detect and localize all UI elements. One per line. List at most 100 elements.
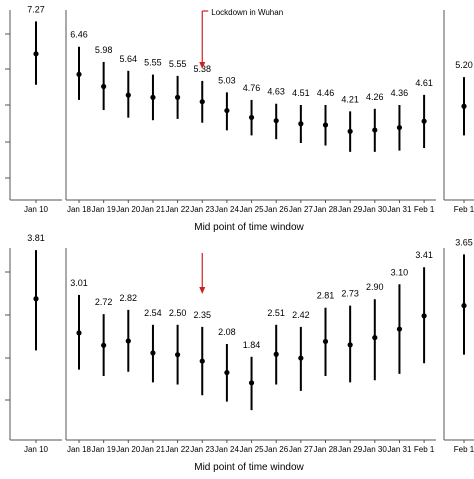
value-label: 2.51 (267, 308, 285, 318)
point-estimate (175, 94, 181, 100)
point-estimate (298, 121, 304, 127)
point-estimate (298, 355, 304, 361)
value-label: 2.50 (169, 308, 187, 318)
value-label: 5.55 (144, 58, 162, 68)
value-label: 5.64 (120, 54, 138, 64)
x-tick-label: Jan 26 (264, 445, 289, 454)
point-estimate (461, 103, 467, 109)
x-tick-label: Jan 25 (240, 205, 265, 214)
lockdown-arrow-head (199, 287, 206, 294)
x-tick-label: Jan 21 (141, 445, 166, 454)
x-tick-label: Jan 19 (92, 445, 117, 454)
point-estimate (224, 369, 230, 376)
value-label: 3.01 (70, 278, 88, 288)
x-tick-label: Jan 23 (190, 205, 215, 214)
value-label: 6.46 (70, 30, 88, 40)
value-label: 4.61 (415, 78, 433, 88)
x-tick-label: Feb 1 (414, 445, 435, 454)
lockdown-annotation: Lockdown in Wuhan (211, 8, 283, 17)
value-label: 3.65 (455, 237, 473, 247)
value-label: 3.81 (27, 233, 45, 243)
point-estimate (273, 118, 279, 124)
point-estimate (199, 99, 205, 105)
point-estimate (347, 128, 353, 134)
point-estimate (248, 114, 255, 121)
value-label: 5.98 (95, 45, 113, 55)
x-tick-label: Feb 1 (414, 205, 435, 214)
x-tick-label: Jan 27 (289, 445, 314, 454)
point-estimate (421, 313, 427, 319)
value-label: 3.10 (391, 267, 409, 277)
x-tick-label: Jan 31 (387, 445, 412, 454)
point-estimate (101, 342, 107, 348)
value-label: 4.26 (366, 92, 384, 102)
value-label: 5.03 (218, 75, 236, 85)
x-tick-label: Jan 10 (24, 445, 49, 454)
value-label: 4.21 (341, 94, 359, 104)
x-tick-label: Jan 20 (116, 445, 141, 454)
value-label: 2.42 (292, 310, 310, 320)
value-label: 2.90 (366, 282, 384, 292)
point-estimate (150, 94, 156, 100)
x-tick-label: Jan 20 (116, 205, 141, 214)
value-label: 2.73 (341, 289, 359, 299)
x-tick-label: Jan 24 (215, 445, 240, 454)
x-tick-label: Jan 30 (363, 445, 388, 454)
point-estimate (461, 303, 467, 309)
point-estimate (372, 127, 378, 133)
x-tick-label: Jan 23 (190, 445, 215, 454)
value-label: 4.51 (292, 88, 310, 98)
x-tick-label: Jan 18 (67, 205, 92, 214)
x-tick-label: Jan 28 (313, 445, 338, 454)
x-tick-label: Jan 30 (363, 205, 388, 214)
x-tick-label: Jan 19 (92, 205, 117, 214)
point-estimate (396, 124, 403, 131)
value-label: 2.82 (120, 293, 138, 303)
x-tick-label: Feb 1 (454, 205, 474, 214)
point-estimate (347, 342, 353, 348)
value-label: 5.20 (455, 60, 473, 70)
value-label: 2.08 (218, 327, 236, 337)
x-tick-label: Jan 22 (166, 205, 191, 214)
point-estimate (76, 71, 82, 77)
point-estimate (76, 330, 82, 336)
x-tick-label: Jan 24 (215, 205, 240, 214)
value-label: 2.54 (144, 308, 162, 318)
value-label: 7.27 (27, 4, 45, 14)
point-estimate (125, 92, 131, 98)
value-label: 4.46 (317, 88, 335, 98)
point-estimate (421, 118, 427, 124)
point-estimate (125, 338, 131, 344)
point-estimate (33, 51, 39, 57)
value-label: 4.63 (267, 87, 285, 97)
x-axis-title: Mid point of time window (194, 222, 304, 233)
value-label: 4.36 (391, 88, 409, 98)
value-label: 2.72 (95, 297, 113, 307)
x-tick-label: Jan 22 (166, 445, 191, 454)
value-label: 2.35 (193, 310, 211, 320)
x-tick-label: Jan 31 (387, 205, 412, 214)
point-estimate (150, 350, 156, 356)
value-label: 2.81 (317, 291, 335, 301)
x-tick-label: Jan 18 (67, 445, 92, 454)
x-tick-label: Jan 21 (141, 205, 166, 214)
x-axis-title: Mid point of time window (194, 462, 304, 473)
x-tick-label: Jan 10 (24, 205, 49, 214)
x-tick-label: Jan 28 (313, 205, 338, 214)
value-label: 4.76 (243, 83, 261, 93)
value-label: 1.84 (243, 340, 261, 350)
point-estimate (396, 326, 403, 332)
value-label: 3.41 (415, 250, 433, 260)
x-tick-label: Jan 29 (338, 205, 363, 214)
point-estimate (248, 380, 255, 386)
x-tick-label: Jan 26 (264, 205, 289, 214)
point-estimate (372, 335, 378, 341)
point-estimate (175, 352, 181, 358)
x-tick-label: Jan 29 (338, 445, 363, 454)
point-estimate (199, 358, 205, 364)
lockdown-arrow-head (199, 62, 206, 69)
point-estimate (322, 122, 329, 128)
point-estimate (33, 296, 39, 302)
